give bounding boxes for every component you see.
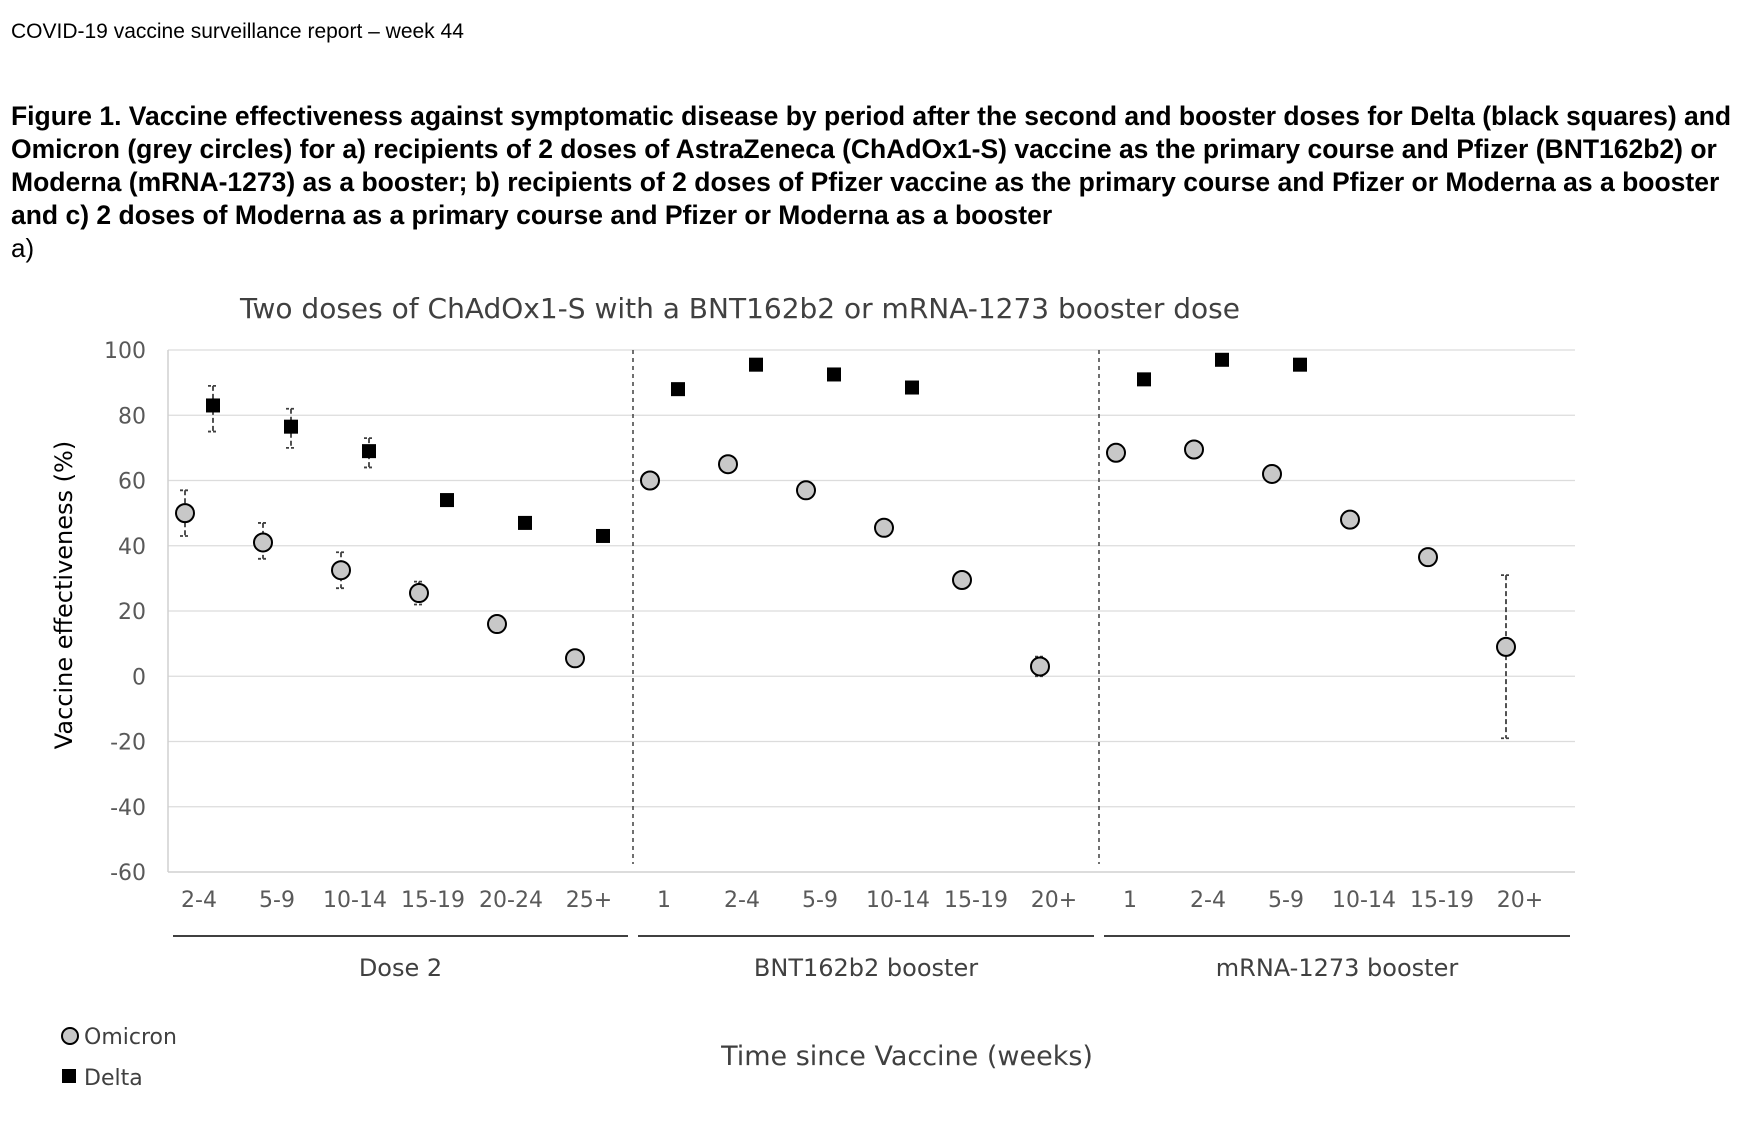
omicron-point — [796, 480, 816, 501]
gridlines — [168, 349, 1575, 873]
legend-delta-label: Delta — [84, 1066, 143, 1091]
x-tick-label: 1 — [1123, 888, 1137, 913]
omicron-point — [1106, 442, 1126, 463]
x-tick-label: 2-4 — [181, 888, 217, 913]
legend-omicron-label: Omicron — [84, 1025, 177, 1050]
group-label: BNT162b2 booster — [754, 954, 978, 982]
omicron-point — [640, 470, 660, 491]
x-tick-label: 5-9 — [1268, 888, 1304, 913]
delta-series — [206, 352, 1307, 543]
legend: Omicron Delta — [61, 1025, 177, 1091]
group-label: mRNA-1273 booster — [1216, 954, 1459, 982]
x-tick-label: 25+ — [566, 888, 612, 913]
group-label: Dose 2 — [359, 954, 442, 982]
x-tick-label: 2-4 — [724, 888, 760, 913]
omicron-point — [331, 560, 351, 581]
omicron-point — [718, 454, 738, 475]
omicron-point — [175, 503, 195, 524]
delta-point — [671, 382, 685, 397]
x-axis-label: Time since Vaccine (weeks) — [720, 1041, 1093, 1072]
x-tick-label: 10-14 — [866, 888, 930, 913]
delta-point — [827, 367, 841, 382]
report-title: COVID-19 vaccine surveillance report – w… — [11, 20, 464, 43]
y-tick-label: 40 — [118, 535, 146, 560]
omicron-point — [1262, 463, 1282, 484]
chart-title: Two doses of ChAdOx1-S with a BNT162b2 o… — [239, 292, 1240, 325]
y-tick-label: 0 — [132, 665, 146, 690]
omicron-point — [874, 517, 894, 538]
x-tick-label: 5-9 — [802, 888, 838, 913]
x-tick-label: 15-19 — [944, 888, 1008, 913]
panel-label: a) — [11, 233, 35, 263]
delta-point — [284, 419, 298, 434]
x-tick-label: 20-24 — [479, 888, 543, 913]
omicron-series — [175, 439, 1516, 677]
y-tick-label: 80 — [118, 404, 146, 429]
legend-delta-marker — [62, 1069, 76, 1083]
x-tick-label: 15-19 — [401, 888, 465, 913]
delta-point — [206, 398, 220, 413]
delta-point — [1293, 357, 1307, 372]
omicron-point — [1340, 509, 1360, 530]
x-tick-label: 10-14 — [1332, 888, 1396, 913]
x-tick-label: 20+ — [1031, 888, 1077, 913]
x-axis-groups: Dose 2 BNT162b2 booster mRNA-1273 booster — [173, 935, 1570, 982]
y-tick-label: -20 — [110, 731, 146, 756]
omicron-point — [1418, 547, 1438, 568]
y-tick-label: -40 — [110, 796, 146, 821]
x-tick-label: 5-9 — [259, 888, 295, 913]
y-tick-label: 20 — [118, 600, 146, 625]
y-tick-label: 100 — [104, 339, 146, 364]
error-bars — [180, 384, 1511, 740]
omicron-point — [952, 570, 972, 591]
x-tick-label: 15-19 — [1410, 888, 1474, 913]
x-tick-label: 10-14 — [323, 888, 387, 913]
omicron-point — [1496, 636, 1516, 657]
omicron-point — [487, 614, 507, 635]
omicron-point — [253, 532, 273, 553]
omicron-point — [565, 648, 585, 669]
y-axis-ticks: 100 80 60 40 20 0 -20 -40 -60 — [104, 339, 146, 886]
y-axis-label: Vaccine effectiveness (%) — [50, 441, 78, 749]
delta-point — [1137, 372, 1151, 387]
x-tick-label: 2-4 — [1190, 888, 1226, 913]
x-axis-ticks: 2-4 5-9 10-14 15-19 20-24 25+ 1 2-4 5-9 10-14 15-1… — [181, 888, 1543, 913]
omicron-point — [1030, 656, 1050, 677]
delta-point — [362, 444, 376, 459]
delta-point — [905, 380, 919, 395]
delta-point — [596, 528, 610, 543]
legend-omicron-marker — [61, 1027, 79, 1045]
delta-point — [1215, 352, 1229, 367]
delta-point — [440, 493, 454, 508]
delta-point — [749, 357, 763, 372]
omicron-point — [409, 583, 429, 604]
x-tick-label: 1 — [657, 888, 671, 913]
x-tick-label: 20+ — [1497, 888, 1543, 913]
figure-caption: Figure 1. Vaccine effectiveness against … — [11, 101, 1732, 230]
y-tick-label: 60 — [118, 470, 146, 495]
y-tick-label: -60 — [110, 861, 146, 886]
delta-point — [518, 515, 532, 530]
omicron-point — [1184, 439, 1204, 460]
group-separators — [632, 350, 1100, 864]
